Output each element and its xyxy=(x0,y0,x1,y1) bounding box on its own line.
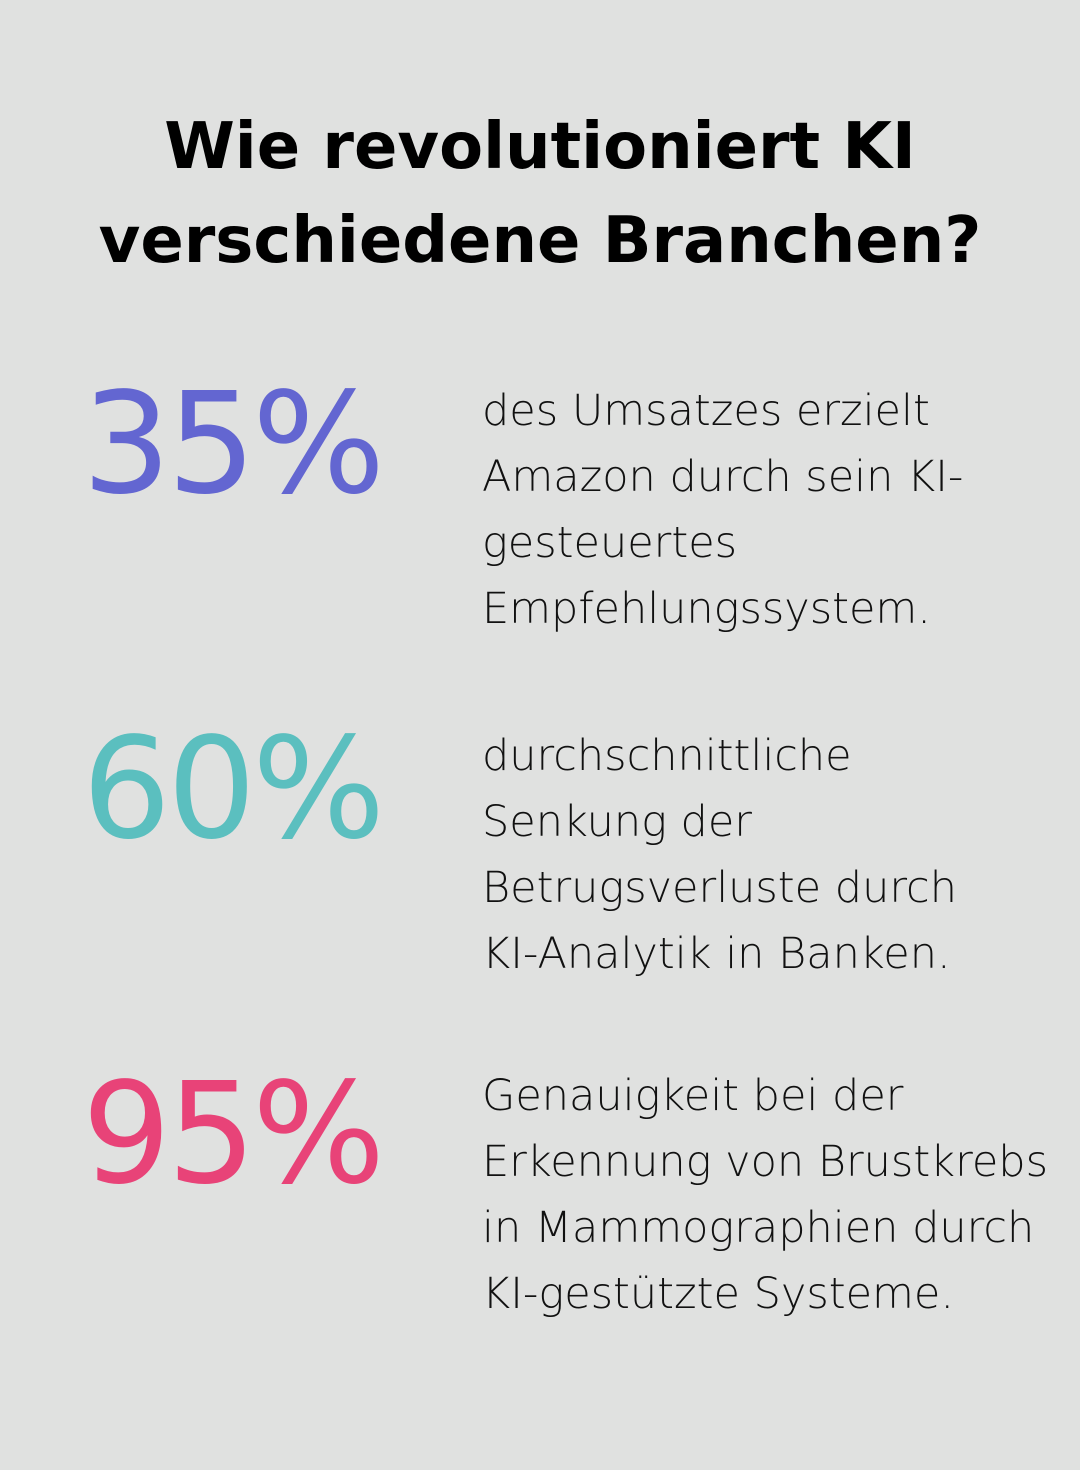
stat-description: durchschnittliche Senkung der Betrugsver… xyxy=(482,731,957,979)
page-title: Wie revolutioniert KI verschiedene Branc… xyxy=(98,110,982,278)
stat-description: Genauigkeit bei der Erkennung von Brustk… xyxy=(482,1071,1048,1319)
stat-value: 95% xyxy=(82,1053,385,1216)
stat-value: 35% xyxy=(82,363,385,526)
stat-description: des Umsatzes erzielt Amazon durch sein K… xyxy=(482,386,964,634)
stat-value: 60% xyxy=(82,708,385,871)
